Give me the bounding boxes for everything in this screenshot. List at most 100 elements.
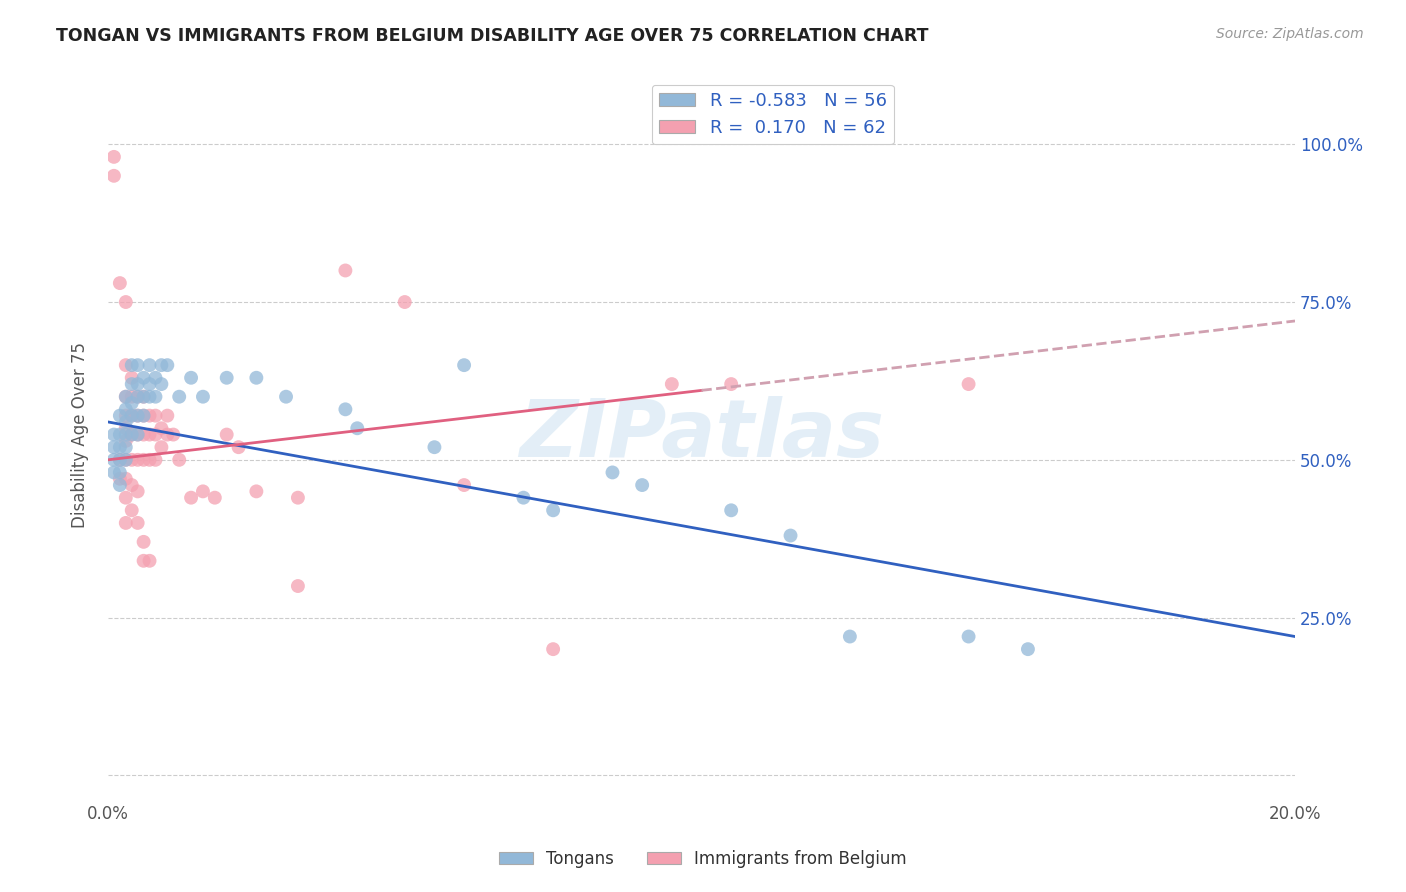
Point [132,427,155,442]
Point [167,452,190,467]
Point [103,150,125,164]
Point [108,276,131,290]
Point [287,491,309,505]
Point [150,377,173,392]
Point [127,409,149,423]
Point [114,516,136,530]
Point [103,440,125,454]
Point [145,390,167,404]
Point [156,409,179,423]
Point [453,478,475,492]
Point [453,358,475,372]
Point [114,472,136,486]
Point [215,371,238,385]
Point [121,409,143,423]
Point [138,554,160,568]
Point [1017,642,1039,657]
Point [838,630,860,644]
Point [215,427,238,442]
Point [138,377,160,392]
Point [114,390,136,404]
Point [103,466,125,480]
Point [145,427,167,442]
Point [121,371,143,385]
Point [127,390,149,404]
Point [145,409,167,423]
Point [114,452,136,467]
Point [132,409,155,423]
Point [127,409,149,423]
Legend: Tongans, Immigrants from Belgium: Tongans, Immigrants from Belgium [492,844,914,875]
Point [114,427,136,442]
Point [132,409,155,423]
Point [150,421,173,435]
Point [127,452,149,467]
Point [720,503,742,517]
Point [335,402,357,417]
Point [114,440,136,454]
Point [121,396,143,410]
Point [423,440,446,454]
Point [108,452,131,467]
Point [287,579,309,593]
Point [180,491,202,505]
Point [346,421,368,435]
Point [779,528,801,542]
Point [541,642,564,657]
Point [132,452,155,467]
Point [114,358,136,372]
Point [121,409,143,423]
Point [191,484,214,499]
Point [512,491,534,505]
Point [121,478,143,492]
Point [103,452,125,467]
Point [127,427,149,442]
Point [191,390,214,404]
Point [108,466,131,480]
Point [957,630,980,644]
Point [114,491,136,505]
Point [335,263,357,277]
Point [138,427,160,442]
Point [108,452,131,467]
Point [245,484,267,499]
Point [108,409,131,423]
Point [114,434,136,448]
Point [138,390,160,404]
Point [720,377,742,392]
Point [150,358,173,372]
Point [138,358,160,372]
Point [114,390,136,404]
Point [180,371,202,385]
Point [127,377,149,392]
Point [245,371,267,385]
Point [103,427,125,442]
Point [114,421,136,435]
Point [150,440,173,454]
Point [127,516,149,530]
Point [132,390,155,404]
Text: Source: ZipAtlas.com: Source: ZipAtlas.com [1216,27,1364,41]
Point [167,390,190,404]
Point [121,427,143,442]
Legend: R = -0.583   N = 56, R =  0.170   N = 62: R = -0.583 N = 56, R = 0.170 N = 62 [652,85,894,145]
Point [121,358,143,372]
Point [138,452,160,467]
Point [661,377,683,392]
Point [631,478,654,492]
Point [114,295,136,310]
Text: TONGAN VS IMMIGRANTS FROM BELGIUM DISABILITY AGE OVER 75 CORRELATION CHART: TONGAN VS IMMIGRANTS FROM BELGIUM DISABI… [56,27,929,45]
Point [127,390,149,404]
Point [121,390,143,404]
Point [103,169,125,183]
Point [114,452,136,467]
Point [602,466,624,480]
Point [121,503,143,517]
Point [127,358,149,372]
Point [228,440,250,454]
Point [127,427,149,442]
Point [121,452,143,467]
Point [145,452,167,467]
Point [132,371,155,385]
Point [156,358,179,372]
